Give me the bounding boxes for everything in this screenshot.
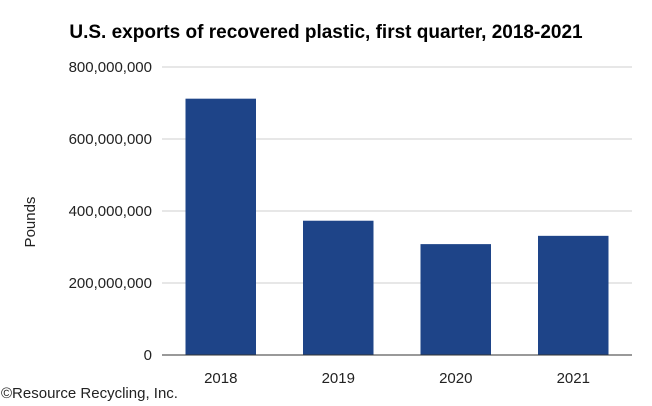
x-tick-label: 2021 (557, 370, 590, 387)
y-axis-ticks: 0 200,000,000 400,000,000 600,000,000 800,00… (69, 59, 152, 364)
x-tick-label: 2020 (439, 370, 472, 387)
y-tick-label: 800,000,000 (69, 59, 152, 76)
x-axis-ticks: 2018 2019 2020 2021 (204, 370, 590, 387)
bar-2021 (538, 235, 609, 355)
y-tick-label: 600,000,000 (69, 131, 152, 148)
bar-2020 (420, 244, 491, 355)
y-tick-label: 200,000,000 (69, 275, 152, 292)
bar-2018 (185, 98, 256, 356)
copyright-credit: ©Resource Recycling, Inc. (1, 385, 178, 402)
y-tick-label: 0 (144, 347, 152, 364)
x-tick-label: 2019 (322, 370, 355, 387)
bars (185, 98, 609, 356)
y-axis-label: Pounds (22, 197, 39, 248)
bar-2019 (303, 220, 374, 355)
chart-title: U.S. exports of recovered plastic, first… (69, 22, 583, 43)
y-tick-label: 400,000,000 (69, 203, 152, 220)
x-tick-label: 2018 (204, 370, 237, 387)
